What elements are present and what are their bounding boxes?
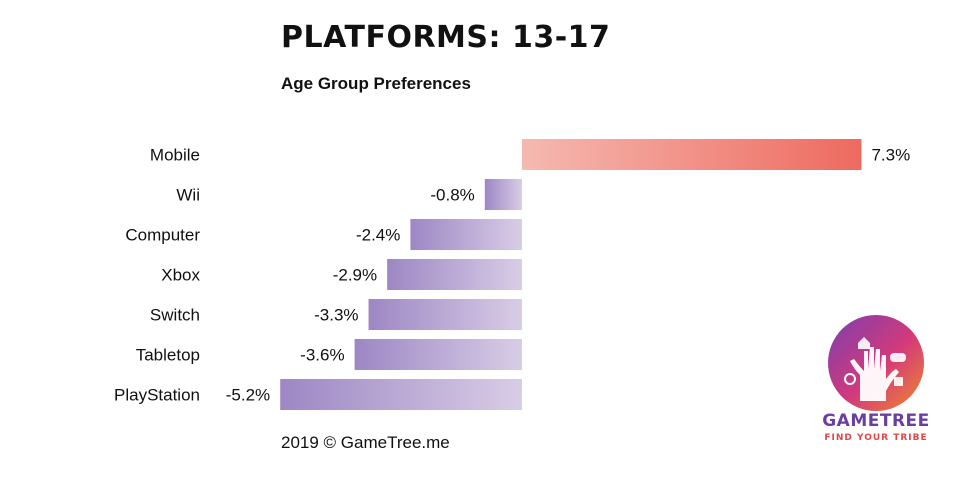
category-label-xbox: Xbox — [161, 266, 200, 285]
category-label-computer: Computer — [125, 226, 200, 245]
bar-wii — [484, 179, 522, 210]
value-label-switch: -3.3% — [314, 306, 358, 325]
bar-playstation — [280, 379, 522, 410]
category-label-mobile: Mobile — [150, 146, 200, 165]
bar-switch — [368, 299, 522, 330]
logo-emblem-icon — [828, 315, 924, 411]
value-label-mobile: 7.3% — [871, 146, 910, 165]
category-label-playstation: PlayStation — [114, 386, 200, 405]
bar-mobile — [522, 139, 862, 170]
value-label-wii: -0.8% — [430, 186, 474, 205]
bar-tabletop — [354, 339, 522, 370]
value-label-computer: -2.4% — [356, 226, 400, 245]
logo-name: GAMETREE — [822, 411, 930, 431]
category-label-tabletop: Tabletop — [136, 346, 200, 365]
value-label-playstation: -5.2% — [226, 386, 270, 405]
bar-computer — [410, 219, 522, 250]
copyright-footer: 2019 © GameTree.me — [281, 433, 450, 452]
chart-subtitle: Age Group Preferences — [281, 74, 471, 93]
chart-title: PLATFORMS: 13-17 — [281, 20, 611, 55]
value-label-tabletop: -3.6% — [300, 346, 344, 365]
logo-tagline: FIND YOUR TRIBE — [824, 433, 928, 443]
value-label-xbox: -2.9% — [333, 266, 377, 285]
category-label-switch: Switch — [150, 306, 200, 325]
bar-xbox — [387, 259, 522, 290]
gametree-logo: GAMETREE FIND YOUR TRIBE — [820, 313, 932, 453]
bars-layer: Mobile 7.3% Wii -0.8% Computer -2.4% Xbox -2.9%… — [114, 139, 910, 410]
category-label-wii: Wii — [176, 186, 200, 205]
